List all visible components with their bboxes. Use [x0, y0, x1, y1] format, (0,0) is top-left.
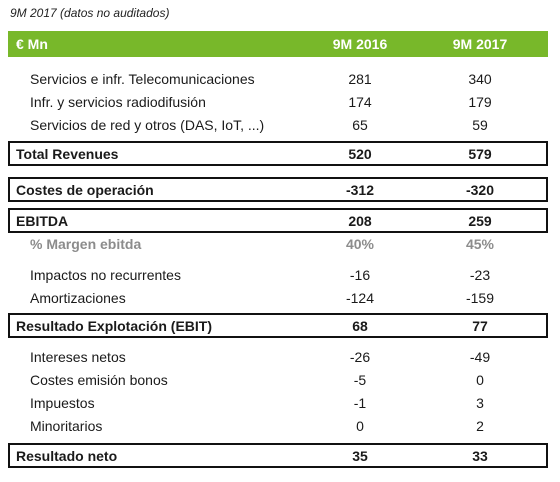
row-costes-operacion: Costes de operación -312 -320 — [8, 177, 548, 202]
value-2016: 0 — [356, 418, 364, 434]
row-label: Total Revenues — [16, 146, 119, 162]
value-2016: -312 — [345, 182, 375, 198]
table-caption: 9M 2017 (datos no auditados) — [10, 6, 170, 20]
value-2017: 3 — [476, 395, 484, 411]
value-2017: 340 — [468, 71, 492, 87]
value-2017: -159 — [465, 290, 495, 306]
value-2017: 33 — [472, 448, 488, 464]
row-servicios-red: Servicios de red y otros (DAS, IoT, ...)… — [8, 114, 548, 136]
row-intereses-netos: Intereses netos -26 -49 — [8, 346, 548, 368]
value-2016: 281 — [348, 71, 372, 87]
value-2016: 520 — [348, 146, 372, 162]
row-label: Minoritarios — [30, 418, 103, 434]
row-total-revenues: Total Revenues 520 579 — [8, 141, 548, 166]
row-impactos-no-recurrentes: Impactos no recurrentes -16 -23 — [8, 264, 548, 286]
row-label: Costes de operación — [16, 182, 154, 198]
value-2016: -5 — [353, 372, 367, 388]
row-resultado-neto: Resultado neto 35 33 — [8, 443, 548, 468]
value-2017: 259 — [468, 213, 492, 229]
value-2016: 65 — [352, 117, 368, 133]
value-2017: 2 — [476, 418, 484, 434]
value-2017: -23 — [469, 267, 491, 283]
header-col-2016: 9M 2016 — [332, 36, 388, 52]
value-2017: 59 — [472, 117, 488, 133]
value-2017: 77 — [472, 318, 488, 334]
value-2016: 40% — [345, 236, 375, 252]
value-2017: -49 — [469, 349, 491, 365]
row-label: % Margen ebitda — [30, 236, 142, 252]
row-label: Infr. y servicios radiodifusión — [30, 94, 206, 110]
row-label: Resultado Explotación (EBIT) — [16, 318, 213, 334]
value-2017: 579 — [468, 146, 492, 162]
row-impuestos: Impuestos -1 3 — [8, 392, 548, 414]
table-header: € Mn 9M 2016 9M 2017 — [8, 31, 548, 57]
value-2016: 174 — [348, 94, 372, 110]
row-label: Intereses netos — [30, 349, 126, 365]
value-2016: 208 — [348, 213, 372, 229]
value-2016: -1 — [353, 395, 367, 411]
row-costes-emision-bonos: Costes emisión bonos -5 0 — [8, 369, 548, 391]
row-label: Amortizaciones — [30, 290, 126, 306]
row-label: Costes emisión bonos — [30, 372, 168, 388]
value-2017: 179 — [468, 94, 492, 110]
row-label: EBITDA — [16, 213, 69, 229]
value-2017: -320 — [465, 182, 495, 198]
value-2017: 0 — [476, 372, 484, 388]
row-ebit: Resultado Explotación (EBIT) 68 77 — [8, 313, 548, 338]
row-radiodifusion: Infr. y servicios radiodifusión 174 179 — [8, 91, 548, 113]
row-amortizaciones: Amortizaciones -124 -159 — [8, 287, 548, 309]
row-label: Impuestos — [30, 395, 95, 411]
header-col-2017: 9M 2017 — [452, 36, 508, 52]
row-label: Servicios e infr. Telecomunicaciones — [30, 71, 255, 87]
value-2016: -16 — [349, 267, 371, 283]
row-servicios-telecom: Servicios e infr. Telecomunicaciones 281… — [8, 68, 548, 90]
row-margen-ebitda: % Margen ebitda 40% 45% — [8, 233, 548, 255]
value-2016: 68 — [352, 318, 368, 334]
row-ebitda: EBITDA 208 259 — [8, 208, 548, 233]
value-2016: -26 — [349, 349, 371, 365]
row-label: Servicios de red y otros (DAS, IoT, ...) — [30, 117, 265, 133]
value-2017: 45% — [465, 236, 495, 252]
row-label: Resultado neto — [16, 448, 118, 464]
value-2016: 35 — [352, 448, 368, 464]
value-2016: -124 — [345, 290, 375, 306]
header-unit: € Mn — [16, 36, 48, 52]
row-label: Impactos no recurrentes — [30, 267, 181, 283]
row-minoritarios: Minoritarios 0 2 — [8, 415, 548, 437]
